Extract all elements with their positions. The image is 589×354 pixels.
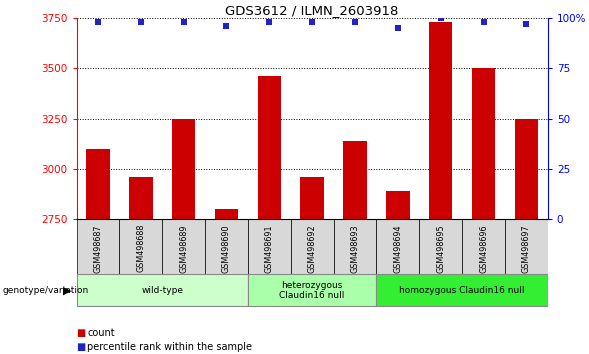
Text: GSM498694: GSM498694 <box>393 224 402 273</box>
Bar <box>248 274 376 306</box>
Bar <box>205 219 248 276</box>
Point <box>307 19 317 24</box>
Bar <box>505 219 548 276</box>
Bar <box>472 68 495 219</box>
Title: GDS3612 / ILMN_2603918: GDS3612 / ILMN_2603918 <box>226 4 399 17</box>
Point <box>93 19 102 24</box>
Point <box>479 19 488 24</box>
Text: GSM498692: GSM498692 <box>307 224 317 273</box>
Text: heterozygous
Claudin16 null: heterozygous Claudin16 null <box>280 281 345 300</box>
Bar <box>129 177 153 219</box>
Text: GSM498696: GSM498696 <box>479 224 488 273</box>
Point <box>136 19 145 24</box>
Bar <box>376 219 419 276</box>
Bar <box>162 219 205 276</box>
Text: homozygous Claudin16 null: homozygous Claudin16 null <box>399 286 525 295</box>
Text: GSM498695: GSM498695 <box>436 224 445 273</box>
Text: ▶: ▶ <box>64 285 72 295</box>
Bar <box>86 149 110 219</box>
Bar <box>215 209 239 219</box>
Bar <box>300 177 324 219</box>
Bar <box>419 219 462 276</box>
Text: genotype/variation: genotype/variation <box>3 286 89 295</box>
Bar <box>343 141 367 219</box>
Point <box>393 25 402 31</box>
Point <box>179 19 188 24</box>
Point <box>222 23 231 29</box>
Point <box>350 19 360 24</box>
Text: ■: ■ <box>77 342 86 352</box>
Bar <box>333 219 376 276</box>
Bar <box>248 219 291 276</box>
Text: GSM498697: GSM498697 <box>522 224 531 273</box>
Text: wild-type: wild-type <box>141 286 183 295</box>
Bar <box>291 219 333 276</box>
Text: GSM498691: GSM498691 <box>265 224 274 273</box>
Bar <box>257 76 281 219</box>
Text: GSM498693: GSM498693 <box>350 224 359 273</box>
Text: GSM498690: GSM498690 <box>222 224 231 273</box>
Text: GSM498687: GSM498687 <box>94 224 102 273</box>
Text: percentile rank within the sample: percentile rank within the sample <box>87 342 252 352</box>
Text: ■: ■ <box>77 328 86 338</box>
Text: GSM498689: GSM498689 <box>179 224 188 273</box>
Point <box>436 15 445 21</box>
Bar <box>120 219 162 276</box>
Bar <box>77 274 248 306</box>
Bar <box>376 274 548 306</box>
Bar <box>172 119 196 219</box>
Text: count: count <box>87 328 115 338</box>
Text: GSM498688: GSM498688 <box>136 224 145 272</box>
Bar <box>462 219 505 276</box>
Point <box>522 21 531 27</box>
Bar <box>77 219 120 276</box>
Bar <box>515 119 538 219</box>
Bar <box>386 191 409 219</box>
Bar <box>429 22 452 219</box>
Point <box>264 19 274 24</box>
